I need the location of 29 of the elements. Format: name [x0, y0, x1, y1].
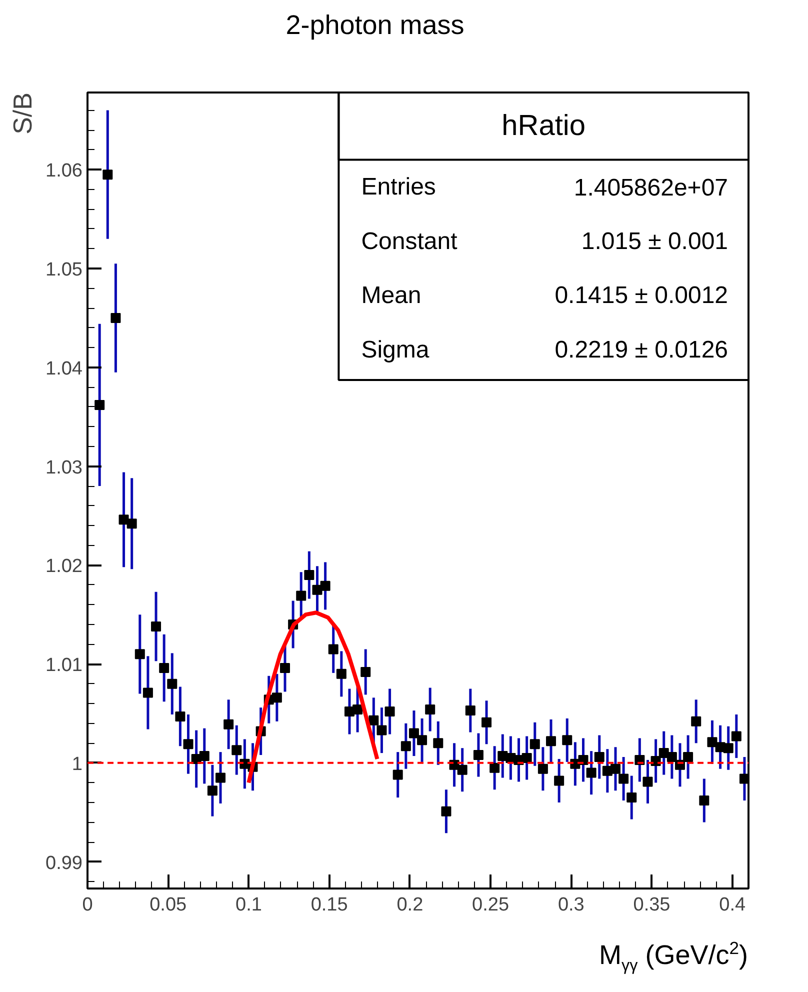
y-tick-label: 1.04 — [46, 358, 83, 380]
annotation: 1.405862e+07 — [574, 174, 728, 202]
chart-title: 2-photon mass — [286, 9, 464, 42]
y-tick-label: 1.01 — [46, 655, 83, 676]
y-axis-title: S/B — [8, 92, 38, 134]
x-tick-label: 0.35 — [633, 894, 670, 916]
x-tick-label: 0.4 — [719, 894, 746, 916]
annotation: Sigma — [361, 336, 430, 364]
y-tick-label: 1.03 — [46, 457, 83, 478]
x-tick-label: 0.1 — [236, 894, 262, 916]
y-tick-label: 0.99 — [46, 852, 83, 874]
x-tick-label: 0.3 — [558, 894, 584, 916]
annotation: 0.1415 ± 0.0012 — [554, 282, 728, 310]
x-tick-label: 0.05 — [150, 894, 187, 916]
x-tick-label: 0.15 — [310, 894, 348, 916]
x-tick-label: 0.25 — [472, 894, 510, 916]
annotation: 1.015 ± 0.001 — [581, 228, 728, 255]
annotation: Constant — [361, 228, 458, 255]
annotation: 0.2219 ± 0.0126 — [554, 336, 728, 364]
x-tick-label: 0.2 — [396, 894, 424, 916]
annotation: Entries — [361, 173, 436, 200]
x-axis-title: M$_{γγ}$ (GeV/c$^{2}$) — [599, 937, 748, 976]
annotation: hRatio — [502, 110, 586, 142]
y-tick-label: 1.02 — [46, 556, 83, 578]
y-tick-label: 1.05 — [46, 260, 83, 281]
y-tick-label: 1 — [72, 754, 83, 775]
x-tick-label: 0 — [82, 894, 93, 916]
annotation: Mean — [361, 282, 422, 310]
y-tick-label: 1.06 — [46, 160, 83, 182]
